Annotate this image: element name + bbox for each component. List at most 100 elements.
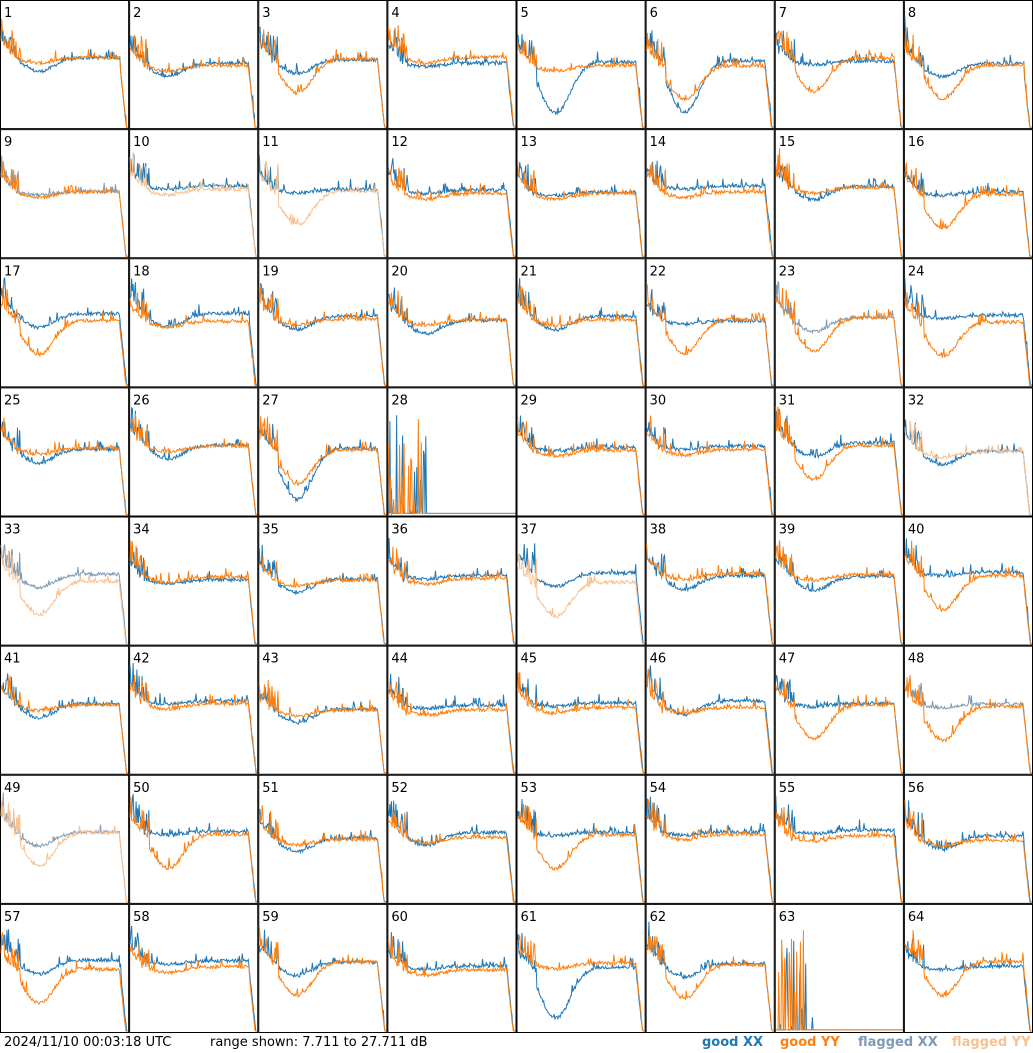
- panel-frame: [258, 129, 388, 259]
- series-yy-line: [387, 810, 516, 903]
- series-yy-line: [0, 161, 129, 257]
- series-xx-line: [517, 34, 645, 128]
- antenna-panel: 62: [645, 903, 775, 1033]
- antenna-panel: 57: [0, 903, 130, 1033]
- series-xx-line: [775, 165, 903, 257]
- series-yy-line: [646, 798, 774, 903]
- series-xx-line: [904, 538, 1032, 645]
- panel-label: 8: [908, 6, 916, 21]
- series-xx-line: [646, 30, 774, 128]
- series-xx-line: [129, 154, 258, 257]
- antenna-panel: 45: [516, 645, 646, 775]
- panel-label: 1: [4, 6, 12, 21]
- antenna-panel: 56: [903, 774, 1033, 904]
- antenna-panel: 10: [129, 129, 259, 259]
- panel-label: 33: [4, 523, 21, 538]
- series-xx-line: [517, 932, 645, 1032]
- panel-label: 4: [391, 6, 399, 21]
- series-xx-line: [0, 792, 129, 903]
- series-yy-line: [517, 935, 645, 1032]
- antenna-panel: 34: [129, 516, 259, 646]
- antenna-panel: 35: [258, 516, 388, 646]
- series-yy-line: [646, 163, 774, 257]
- panel-label: 51: [262, 781, 279, 796]
- panel-label: 28: [391, 393, 408, 408]
- panel-label: 2: [133, 6, 141, 21]
- panel-label: 58: [133, 910, 150, 925]
- panel-label: 52: [391, 781, 408, 796]
- series-xx-line: [775, 409, 903, 515]
- panel-label: 15: [779, 135, 796, 150]
- panel-label: 6: [650, 6, 658, 21]
- series-xx-line: [775, 30, 903, 128]
- series-yy-line: [129, 942, 258, 1032]
- series-yy-line: [258, 679, 387, 774]
- series-yy-line: [258, 160, 387, 257]
- series-yy-line: [258, 416, 387, 515]
- panel-frame: [129, 645, 259, 775]
- series-xx-line: [0, 21, 129, 128]
- panel-label: 16: [908, 135, 925, 150]
- panel-frame: [645, 774, 775, 904]
- panel-frame: [0, 0, 130, 130]
- antenna-panel: 49: [0, 774, 130, 904]
- panel-label: 46: [650, 652, 667, 667]
- antenna-panel: 18: [129, 258, 259, 388]
- antenna-panel: 42: [129, 645, 259, 775]
- panel-label: 24: [908, 264, 925, 279]
- panel-label: 57: [4, 910, 21, 925]
- series-yy-line: [646, 935, 774, 1032]
- antenna-panel: 25: [0, 387, 130, 517]
- antenna-panel: 26: [129, 387, 259, 517]
- panel-label: 10: [133, 135, 150, 150]
- series-xx-line: [517, 543, 645, 645]
- series-yy-line: [904, 799, 1032, 903]
- antenna-panel: 32: [903, 387, 1033, 517]
- series-yy-line: [0, 931, 129, 1032]
- series-yy-line: [387, 419, 516, 517]
- series-yy-line: [517, 39, 645, 128]
- antenna-panel: 5: [516, 0, 646, 130]
- series-xx-line: [775, 795, 903, 903]
- panel-label: 17: [4, 264, 21, 279]
- antenna-panel: 2: [129, 0, 259, 130]
- panel-label: 50: [133, 781, 150, 796]
- panel-frame: [645, 0, 775, 130]
- series-yy-line: [387, 935, 516, 1032]
- antenna-panel: 13: [516, 129, 646, 259]
- series-xx-line: [646, 553, 774, 645]
- panel-label: 31: [779, 393, 796, 408]
- antenna-panel: 47: [774, 645, 904, 775]
- panel-label: 18: [133, 264, 150, 279]
- series-xx-line: [258, 26, 387, 128]
- legend-flagged-xx: flagged XX: [858, 1035, 938, 1050]
- series-xx-line: [129, 925, 258, 1032]
- panel-frame: [774, 645, 904, 775]
- panel-frame: [774, 129, 904, 259]
- series-yy-line: [0, 800, 129, 903]
- series-yy-line: [517, 155, 645, 257]
- antenna-panel: 41: [0, 645, 130, 775]
- panel-label: 35: [262, 523, 279, 538]
- panel-label: 42: [133, 652, 150, 667]
- antenna-panel: 27: [258, 387, 388, 517]
- panel-label: 61: [521, 910, 538, 925]
- panel-label: 5: [521, 6, 529, 21]
- legend-good-xx: good XX: [702, 1035, 764, 1050]
- series-xx-line: [129, 662, 258, 774]
- antenna-panel: 22: [645, 258, 775, 388]
- antenna-panel: 23: [774, 258, 904, 388]
- panel-label: 3: [262, 6, 270, 21]
- panel-label: 27: [262, 393, 279, 408]
- panel-label: 62: [650, 910, 667, 925]
- antenna-panel: 1: [0, 0, 130, 130]
- series-xx-line: [517, 798, 645, 903]
- panel-frame: [774, 774, 904, 904]
- antenna-panel: 46: [645, 645, 775, 775]
- antenna-panel: 19: [258, 258, 388, 388]
- panel-label: 48: [908, 652, 925, 667]
- antenna-panel: 9: [0, 129, 130, 259]
- series-xx-line: [0, 276, 129, 386]
- panel-label: 63: [779, 910, 796, 925]
